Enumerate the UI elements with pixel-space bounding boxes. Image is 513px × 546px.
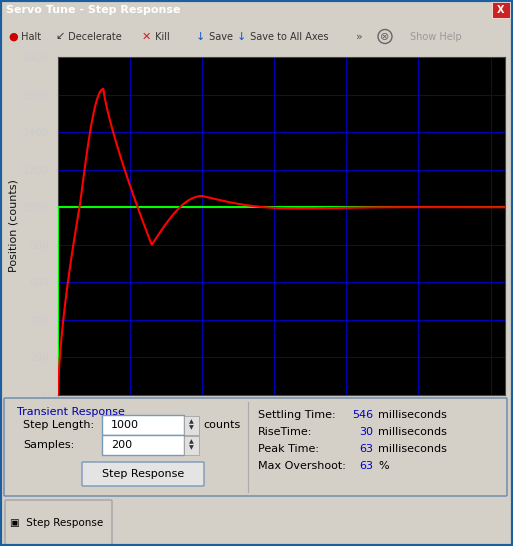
Text: milliseconds: milliseconds [378, 427, 447, 437]
FancyBboxPatch shape [82, 462, 204, 486]
Text: Step Length:: Step Length: [23, 420, 94, 430]
Text: Step Response: Step Response [102, 469, 184, 479]
X-axis label: Time (miliseconds): Time (miliseconds) [229, 418, 334, 428]
Text: counts: counts [203, 420, 240, 430]
Text: Decelerate: Decelerate [65, 32, 122, 41]
Bar [492, 2, 510, 18]
Text: ⊗: ⊗ [380, 32, 390, 41]
FancyBboxPatch shape [4, 398, 507, 496]
Text: X: X [497, 5, 505, 15]
Text: ▼: ▼ [189, 425, 193, 430]
Text: Samples:: Samples: [23, 440, 74, 450]
FancyBboxPatch shape [5, 500, 112, 545]
Text: 63: 63 [359, 444, 373, 454]
Text: Transient Response: Transient Response [17, 407, 125, 417]
Text: milliseconds: milliseconds [378, 410, 447, 420]
Text: Show Help: Show Help [410, 32, 462, 41]
Text: Max Overshoot:: Max Overshoot: [258, 461, 346, 471]
Text: »: » [356, 32, 363, 41]
FancyBboxPatch shape [102, 435, 184, 455]
Text: Halt: Halt [18, 32, 41, 41]
Text: Servo Tune - Step Response: Servo Tune - Step Response [6, 5, 181, 15]
Text: 546: 546 [352, 410, 373, 420]
Y-axis label: Position (counts): Position (counts) [9, 180, 18, 272]
Text: ↓: ↓ [237, 32, 246, 41]
Text: milliseconds: milliseconds [378, 444, 447, 454]
Text: Peak Time:: Peak Time: [258, 444, 319, 454]
Text: ✕: ✕ [142, 32, 151, 41]
Text: 63: 63 [359, 461, 373, 471]
Text: Save to All Axes: Save to All Axes [247, 32, 328, 41]
FancyBboxPatch shape [102, 415, 184, 435]
Text: ▲: ▲ [189, 440, 193, 444]
FancyBboxPatch shape [184, 416, 199, 435]
Text: Settling Time:: Settling Time: [258, 410, 336, 420]
Text: ↓: ↓ [196, 32, 205, 41]
Text: ↙: ↙ [55, 32, 64, 41]
Text: 30: 30 [359, 427, 373, 437]
Text: RiseTime:: RiseTime: [258, 427, 312, 437]
Text: 1000: 1000 [111, 420, 139, 430]
Text: ▼: ▼ [189, 446, 193, 450]
Text: ▣  Step Response: ▣ Step Response [10, 518, 104, 527]
Text: ▲: ▲ [189, 419, 193, 424]
Text: %: % [378, 461, 389, 471]
Text: 200: 200 [111, 440, 132, 450]
Text: Kill: Kill [152, 32, 170, 41]
Text: ●: ● [8, 32, 18, 41]
Text: Save: Save [206, 32, 233, 41]
FancyBboxPatch shape [184, 436, 199, 454]
